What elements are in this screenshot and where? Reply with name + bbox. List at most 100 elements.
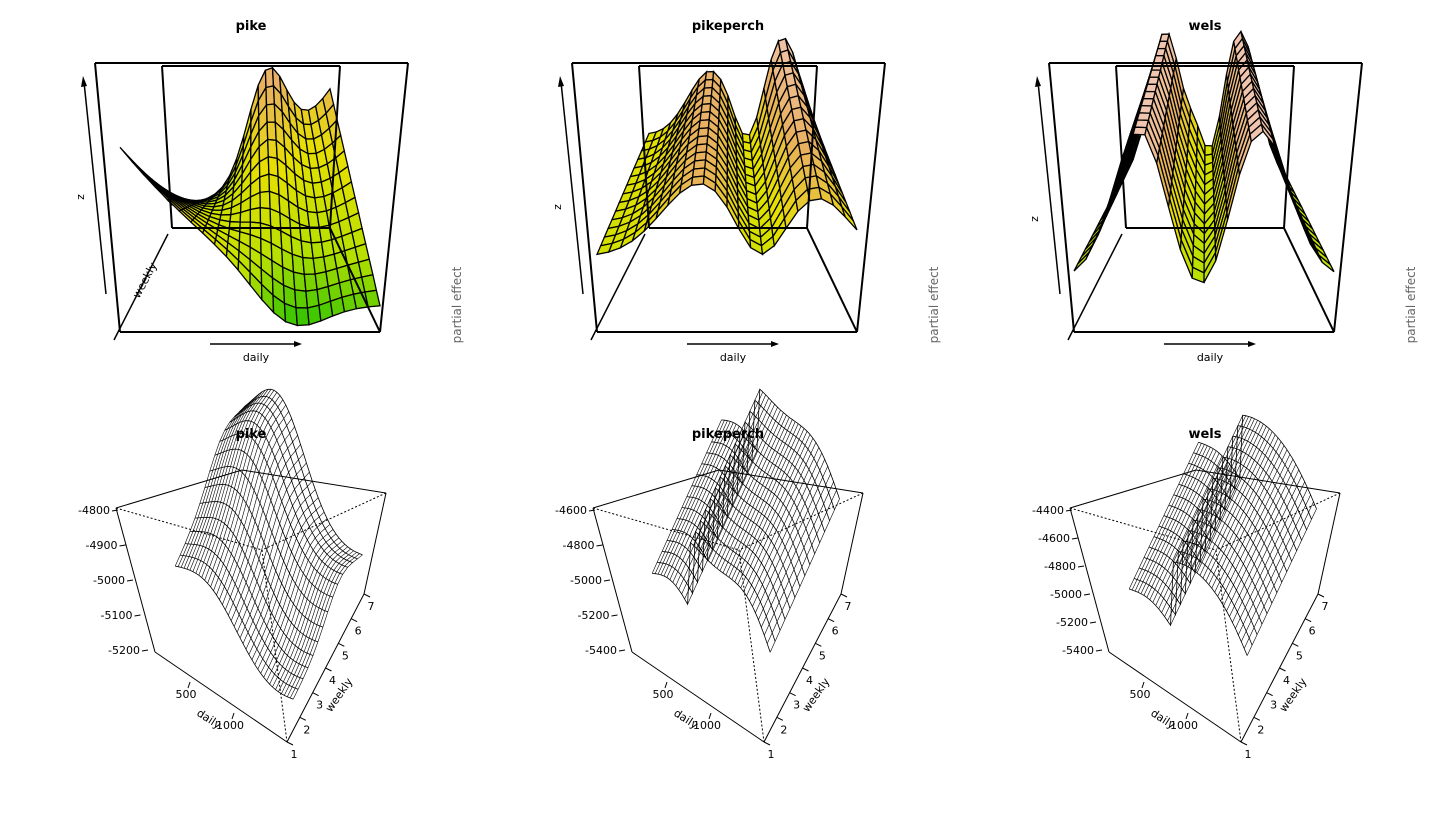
box-hidden-edge [1069,507,1217,551]
box-left-vertical [592,507,633,653]
box-left-vertical [115,507,156,653]
wire-box [115,469,387,743]
z-tick [611,614,618,617]
wire-line-u [1199,428,1270,576]
wire-line-u [1184,418,1255,566]
box-right-edge [856,62,886,333]
z-tick [126,579,134,582]
box-right-vertical [363,492,387,595]
side-label: partial effect [1404,266,1418,343]
wire-line-u [749,447,820,602]
x-tick [187,681,191,689]
wire-line-u [1182,417,1252,565]
z-tick [119,544,126,547]
y-axis-arrow [1067,233,1123,341]
wire-line-u [705,404,775,558]
z-tick [134,614,141,617]
wire-line-u [254,511,325,665]
box-top-left-back [592,469,720,509]
surface-facet [259,173,271,194]
z-tick [1089,621,1097,624]
y-tick-label: 6 [1309,625,1316,638]
surface-panel-pike: pike daily weekly z partial effect [74,19,464,364]
wire-line-u [1161,465,1232,613]
surface-facet [690,175,705,187]
y-tick-label: 3 [793,699,800,712]
wire-line-u [660,421,731,576]
panel-title: wels [1188,19,1221,34]
side-label: partial effect [450,266,464,343]
x-axis-label: daily [720,351,747,364]
z-tick-label: -5200 [108,644,140,657]
wire-line-u [287,552,357,697]
wire-line-u [219,411,289,600]
wire-line-u [1205,434,1276,582]
wireframe-panel-wels: wels -5400 -5200 -5000 -4800 -4600 -4400 500 10… [1032,414,1341,761]
x-tick [1141,681,1145,689]
wire-line-u [1179,416,1249,564]
wire-line-u [201,389,272,578]
wire-line-u [1131,443,1202,591]
wire-line-u [758,466,828,620]
wire-line-u [1140,446,1211,594]
y-tick [312,692,319,697]
wire-line-u [1134,444,1205,592]
z-tick-label: -4800 [1044,560,1076,573]
wire-line-u [1235,481,1305,629]
wire-line-u [734,428,805,583]
surface-facet [360,274,378,293]
wire-line-u [278,546,348,692]
y-tick [1253,716,1261,721]
wire-line-u [1243,501,1314,649]
y-tick [1292,642,1299,647]
panel-title: pike [236,427,267,442]
wire-line-u [1149,452,1220,600]
box-back-right-edge [329,65,341,229]
wire-line-u [687,450,758,605]
box-bottom-front-left [1108,651,1242,743]
wire-line-u [1170,478,1241,626]
wire-line-v [1133,551,1253,646]
x-tick-label: 500 [176,688,197,701]
y-tick [763,741,771,746]
wire-line-u [195,390,266,574]
wire-line-u [225,426,295,610]
wire-line-u [1167,474,1238,622]
wire-line-u [275,544,345,690]
box-back-right-edge [806,65,818,229]
box-right-edge [379,62,409,333]
box-back-right-edge [1283,65,1295,229]
wire-line-v [1129,561,1248,656]
wire-line-u [702,400,772,555]
wire-line-u [281,548,351,694]
surface-facet [249,206,262,224]
wire-line-u [1229,469,1300,617]
z-arrow-head [558,76,564,87]
wire-line-u [681,440,752,595]
y-tick-label: 4 [1283,674,1290,687]
box-back-left-edge [638,65,650,229]
y-tick-label: 4 [329,674,336,687]
wire-line-u [183,398,254,569]
box-right-edge [1333,62,1363,333]
z-axis-arrow [1037,81,1061,295]
y-tick [776,716,784,721]
wire-line-u [233,453,304,627]
wire-line-u [1214,445,1285,593]
surface-panel-wels: wels daily z partial effect [1028,19,1418,364]
wire-line-u [1226,464,1297,612]
wire-mesh [1128,414,1317,656]
wire-line-u [204,390,275,581]
y-tick-label: 1 [768,748,775,761]
wire-line-u [245,489,316,650]
y-tick-label: 3 [1270,699,1277,712]
wire-line-u [713,412,784,567]
wire-line-u [657,420,728,575]
y-tick [350,618,358,623]
z-tick-label: -5200 [1056,616,1088,629]
wire-line-u [716,414,787,569]
z-arrow-head [1035,76,1041,87]
wire-line-u [236,462,307,633]
x-tick-label: 1000 [693,719,721,732]
